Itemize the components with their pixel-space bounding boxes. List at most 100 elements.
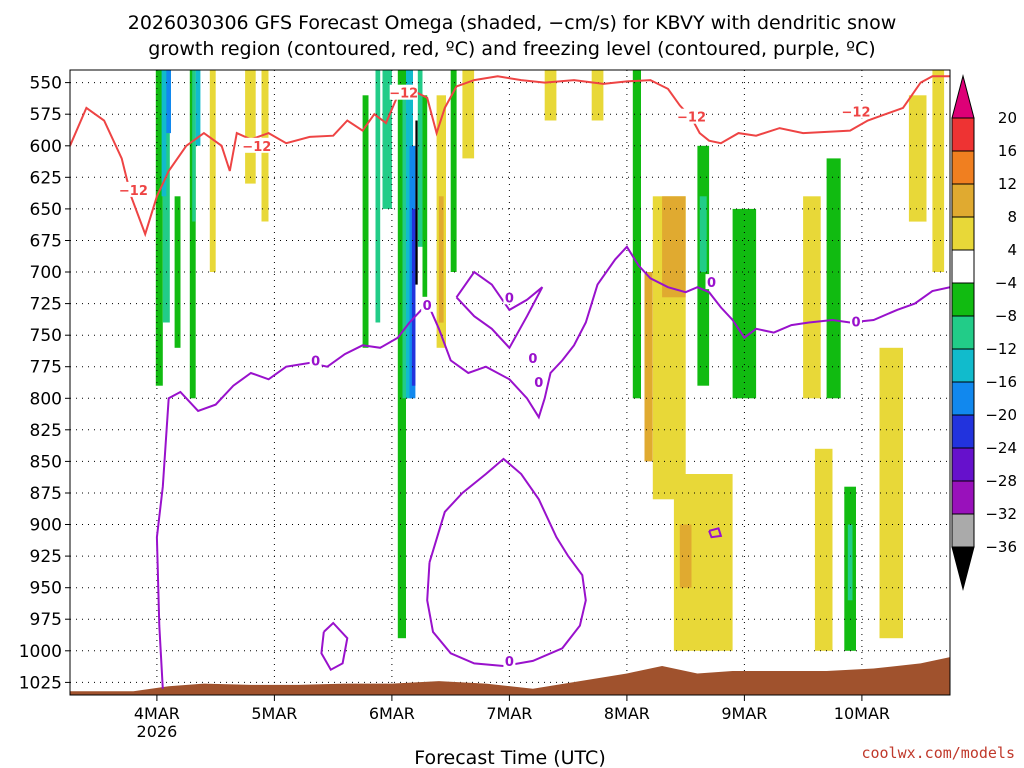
omega-patch-29 [644, 272, 653, 462]
omega-patch-23 [438, 196, 444, 323]
omega-patch-24 [450, 70, 457, 272]
x-tick-label-4MAR: 4MAR [134, 704, 180, 723]
freezing-level-label-1-0-bg [503, 652, 516, 668]
omega-patch-3 [166, 70, 171, 134]
omega-patch-38 [826, 158, 841, 399]
colorbar-segment-12 [951, 480, 975, 515]
omega-patch-14 [397, 70, 406, 639]
omega-patch-13 [382, 70, 392, 209]
y-tick-label-775: 775 [30, 358, 62, 378]
colorbar-label-7: −12 [985, 340, 1017, 358]
colorbar-segment-5 [951, 249, 975, 284]
colorbar-segment-6 [951, 282, 975, 317]
y-tick-label-750: 750 [30, 326, 62, 346]
y-tick-label-825: 825 [30, 421, 62, 441]
y-tick-label-625: 625 [30, 168, 62, 188]
colorbar-segment-3 [951, 183, 975, 218]
y-tick-label-900: 900 [30, 516, 62, 536]
omega-patch-7 [195, 70, 201, 146]
colorbar-label-11: −28 [985, 472, 1017, 490]
colorbar-bottom-arrow [951, 546, 975, 591]
colorbar-segment-4 [951, 216, 975, 251]
y-tick-label-925: 925 [30, 547, 62, 567]
y-tick-label-700: 700 [30, 263, 62, 283]
freezing-level-label-0-2: 0 [528, 352, 537, 367]
colorbar-label-1: 16 [998, 142, 1017, 160]
freezing-level-label-0-1-bg [421, 296, 434, 312]
freezing-level-label-0-3-bg [532, 373, 545, 389]
colorbar-label-10: −24 [985, 439, 1017, 457]
freezing-level-label-0-1: 0 [423, 299, 432, 314]
freezing-level-label-0-2-bg [526, 349, 539, 365]
dgz-contour-line [70, 75, 950, 238]
x-tick-label-5MAR: 5MAR [251, 704, 297, 723]
freezing-level-label-0-5: 0 [851, 315, 860, 330]
credit-link[interactable]: coolwx.com/models [861, 744, 1015, 762]
omega-patch-33 [699, 196, 707, 273]
omega-patch-15 [402, 95, 409, 399]
omega-patch-4 [174, 196, 181, 348]
omega-patch-8 [209, 70, 216, 272]
dgz-contour-label-0: −12 [119, 184, 148, 199]
omega-patch-27 [591, 70, 604, 121]
omega-patch-6 [192, 70, 196, 222]
y-tick-label-850: 850 [30, 452, 62, 472]
x-tick-label-7MAR: 7MAR [486, 704, 532, 723]
y-tick-label-875: 875 [30, 484, 62, 504]
freezing-level-contour-1 [426, 457, 587, 668]
x-tick-sublabel-4MAR: 2026 [137, 722, 178, 741]
omega-shading [155, 70, 945, 651]
colorbar-segment-9 [951, 381, 975, 416]
x-tick-label-9MAR: 9MAR [721, 704, 767, 723]
x-tick-label-10MAR: 10MAR [834, 704, 890, 723]
colorbar-label-5: −4 [995, 274, 1017, 292]
colorbar-segment-10 [951, 414, 975, 449]
omega-patch-36 [732, 208, 757, 399]
colorbar-segment-2 [951, 150, 975, 185]
colorbar-label-13: −36 [985, 538, 1017, 556]
dgz-contour-label-1-bg [242, 137, 271, 153]
y-tick-label-975: 975 [30, 610, 62, 630]
freezing-level-contour-2 [455, 270, 544, 350]
y-tick-label-725: 725 [30, 295, 62, 315]
colorbar-segment-7 [951, 315, 975, 350]
freezing-level-label-1-0: 0 [505, 655, 514, 670]
freezing-level-contour-3 [320, 621, 349, 672]
omega-patch-40 [847, 524, 853, 601]
omega-patch-31 [662, 196, 686, 298]
omega-patch-0 [155, 70, 163, 386]
plot-frame [69, 69, 951, 696]
dgz-contour-label-4: −12 [842, 106, 871, 121]
x-axis-label: Forecast Time (UTC) [414, 747, 605, 768]
omega-patch-20 [417, 70, 423, 247]
omega-patch-44 [932, 70, 945, 272]
freezing-level-label-0-4-bg [705, 274, 718, 290]
freezing-level-label-2-0-bg [503, 289, 516, 305]
colorbar-label-9: −20 [985, 406, 1017, 424]
omega-patch-18 [411, 208, 416, 386]
colorbar-segment-1 [951, 117, 975, 152]
freezing-level-label-0-5-bg [850, 313, 862, 329]
omega-patch-12 [375, 70, 381, 323]
freezing-level-label-0-4: 0 [707, 276, 716, 291]
omega-patch-21 [422, 95, 428, 298]
dgz-contour-label-4-bg [842, 103, 870, 119]
omega-patch-28 [632, 70, 641, 399]
freezing-level-label-0-0-bg [309, 352, 322, 368]
colorbar-segment-11 [951, 447, 975, 482]
colorbar-label-12: −32 [985, 505, 1017, 523]
omega-patch-9 [245, 70, 256, 184]
omega-patch-11 [362, 95, 369, 348]
y-tick-label-600: 600 [30, 137, 62, 157]
colorbar-label-2: 12 [998, 175, 1017, 193]
colorbar-label-3: 8 [1007, 208, 1017, 226]
dgz-contour-label-2-bg [389, 84, 418, 100]
omega-patch-43 [908, 95, 927, 222]
freezing-level-label-0-3: 0 [534, 376, 543, 391]
y-axis: 550 575 600 625 650 675 700 725 750 775 800 825 850 8… [19, 74, 70, 693]
y-tick-label-575: 575 [30, 105, 62, 125]
y-tick-label-950: 950 [30, 579, 62, 599]
gridlines [70, 70, 950, 695]
